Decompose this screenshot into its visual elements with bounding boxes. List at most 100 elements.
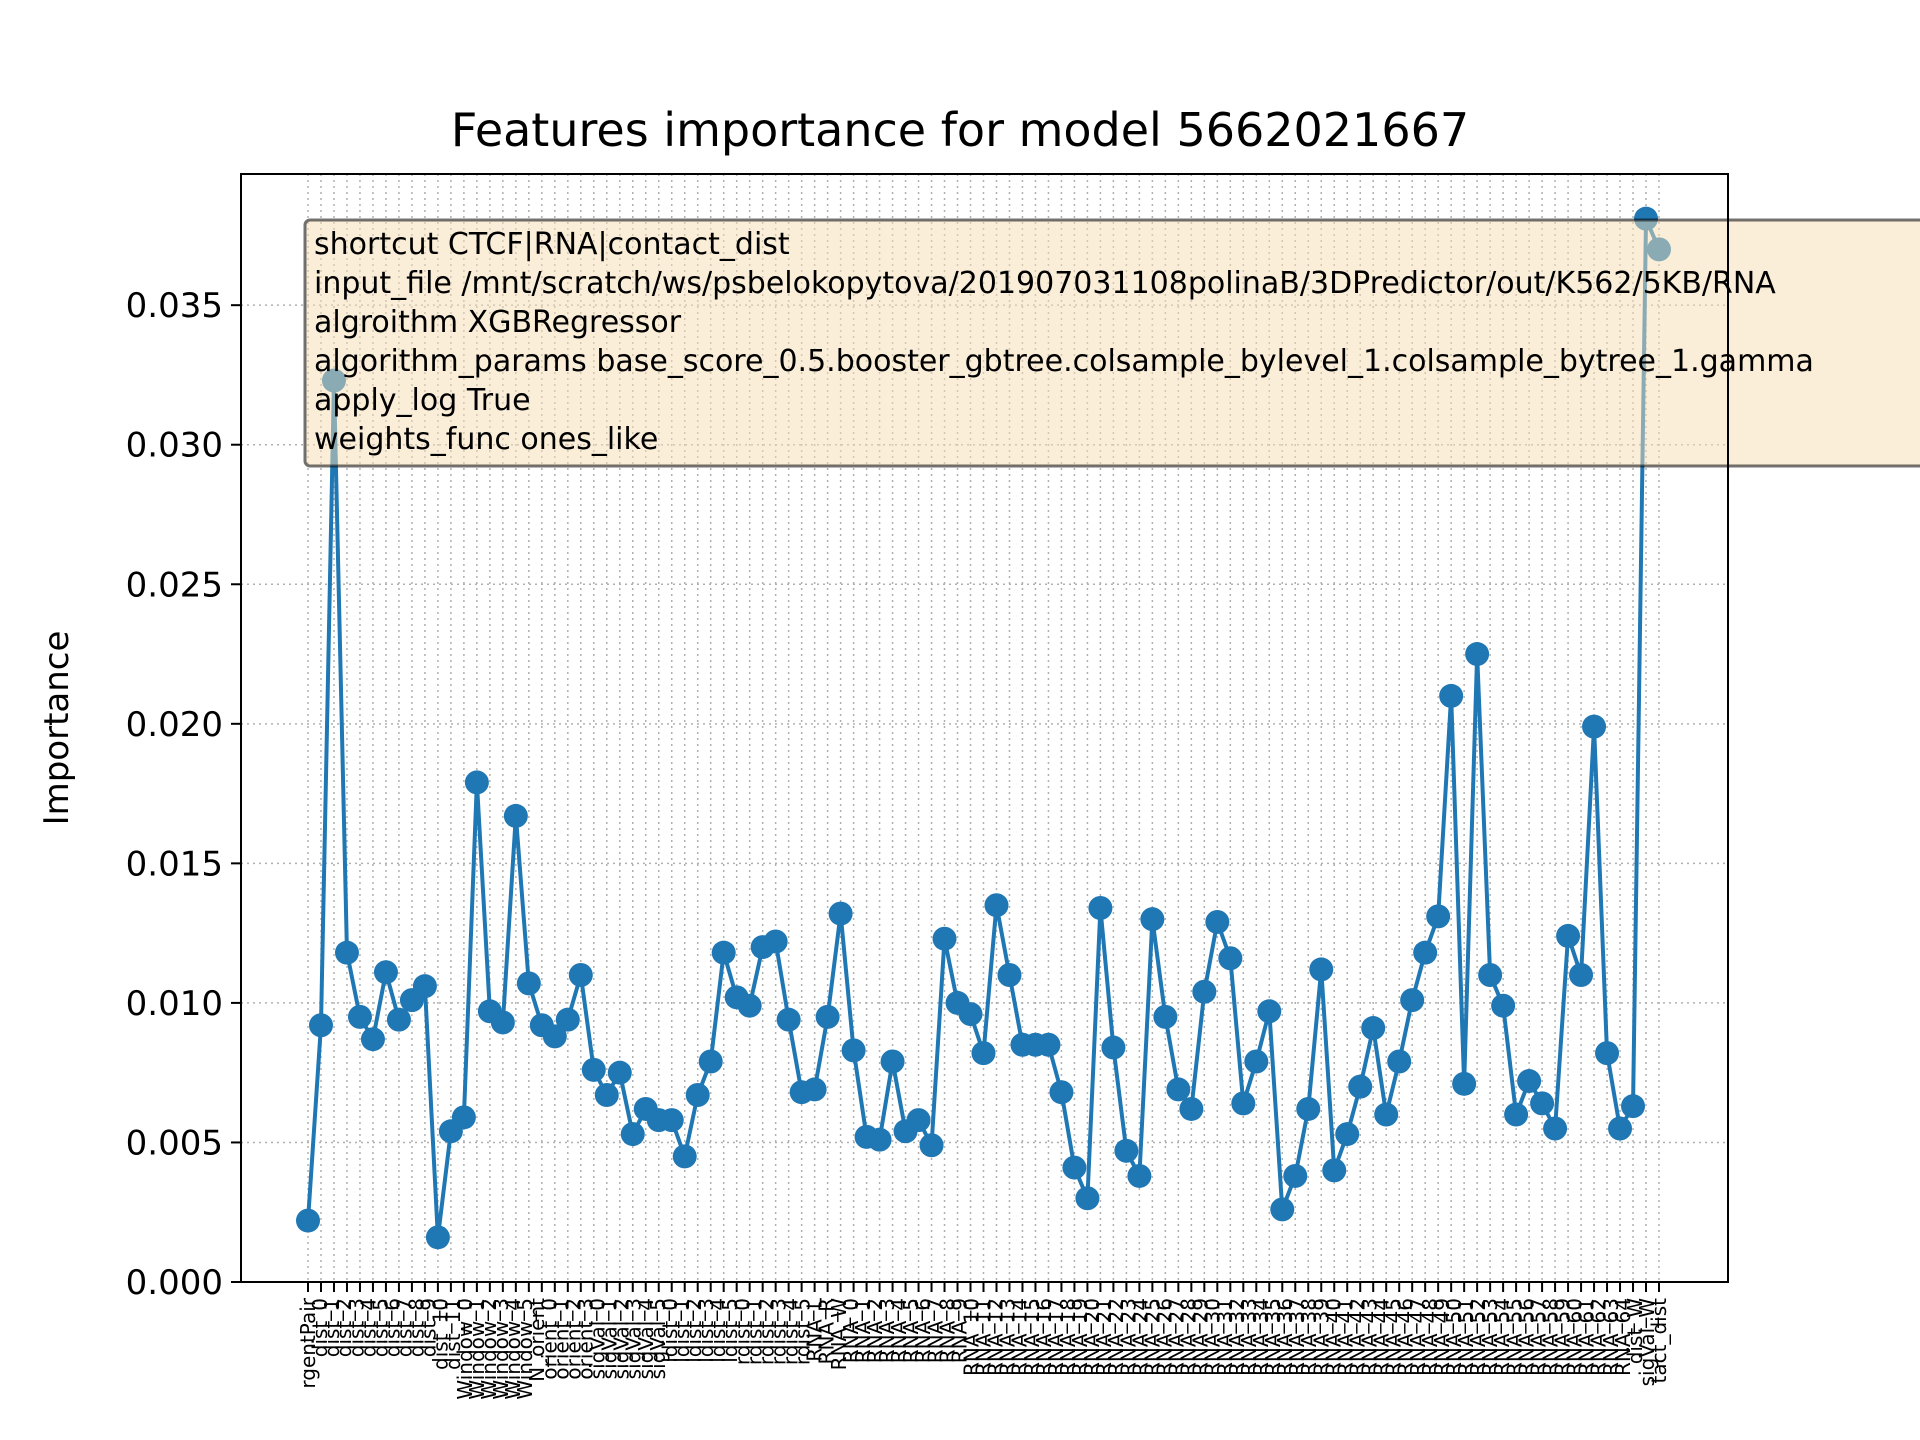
x-tick-label: dist_4: [356, 1298, 380, 1357]
x-tick-label: RNA_37: [1285, 1298, 1309, 1376]
data-point: [737, 993, 762, 1018]
x-tick-label: RNA_39: [1309, 1298, 1333, 1376]
data-point: [620, 1122, 645, 1147]
data-point: [1088, 896, 1113, 921]
x-tick-label: RNA_51: [1454, 1298, 1478, 1376]
data-point: [607, 1060, 632, 1085]
data-point: [841, 1038, 866, 1063]
data-point: [1218, 946, 1243, 971]
data-point: [594, 1083, 619, 1108]
x-tick-label: RNA_54: [1490, 1298, 1514, 1376]
data-point: [919, 1133, 944, 1158]
y-axis: 0.000 0.005 0.010 0.015 0.020 0.025 0.030 0.035: [126, 286, 241, 1303]
data-point: [1257, 999, 1282, 1024]
data-point: [1153, 1004, 1178, 1029]
x-tick-label: orient_0: [537, 1298, 561, 1380]
data-point: [1400, 988, 1425, 1013]
data-point: [581, 1057, 606, 1082]
series-importance: [296, 206, 1671, 1250]
data-point: [425, 1225, 450, 1250]
data-point: [1127, 1163, 1152, 1188]
x-tick-label: RNA_2: [863, 1298, 887, 1363]
x-tick-label: RNA_34: [1249, 1298, 1273, 1376]
x-tick-label: RNA_9: [947, 1298, 971, 1363]
x-tick-label: RNA_11: [972, 1298, 996, 1376]
x-tick-label: RNA_17: [1044, 1298, 1068, 1376]
y-tick-label: 0.015: [126, 844, 223, 884]
data-point: [542, 1024, 567, 1049]
data-point: [1283, 1163, 1308, 1188]
x-tick-label: RNA_55: [1502, 1298, 1526, 1376]
chart-title: Features importance for model 5662021667: [451, 103, 1469, 157]
x-tick-label: dist_W: [1623, 1298, 1647, 1365]
data-point: [1101, 1035, 1126, 1060]
x-tick-label: rgentPair: [296, 1297, 320, 1388]
data-point: [1530, 1091, 1555, 1116]
data-point: [906, 1108, 931, 1133]
y-tick-label: 0.010: [126, 984, 223, 1024]
data-point: [698, 1049, 723, 1074]
data-point: [1543, 1116, 1568, 1141]
data-point: [1452, 1071, 1477, 1096]
y-tick-label: 0.005: [126, 1123, 223, 1163]
annotation-line: apply_log True: [314, 383, 531, 418]
data-point: [464, 770, 489, 795]
data-point: [1335, 1122, 1360, 1147]
x-tick-label: rdist_2: [754, 1298, 778, 1365]
x-tick-label: sigVal_2: [610, 1298, 634, 1379]
data-point: [373, 960, 398, 985]
x-tick-label: dist_8: [405, 1298, 429, 1357]
data-point: [412, 974, 437, 999]
x-tick-label: RNA_27: [1165, 1298, 1189, 1376]
x-tick-label: sigVal_3: [622, 1298, 646, 1379]
x-tick-label: RNA_63: [1599, 1298, 1623, 1376]
x-tick-label: RNA_62: [1587, 1298, 1611, 1376]
x-tick-label: RNA_47: [1406, 1298, 1430, 1376]
x-tick-label: RNA_59: [1551, 1298, 1575, 1376]
data-point: [1348, 1074, 1373, 1099]
annotation-line: algorithm_params base_score_0.5.booster_…: [314, 344, 1814, 379]
data-point: [1413, 940, 1438, 965]
x-tick-label: RNA_58: [1538, 1298, 1562, 1376]
data-point: [334, 940, 359, 965]
data-point: [1192, 979, 1217, 1004]
data-point: [1322, 1158, 1347, 1183]
x-tick-label: dist_3: [344, 1298, 368, 1357]
x-tick-label: Window_2: [477, 1298, 501, 1400]
data-point: [516, 971, 541, 996]
x-tick-label: dist_11: [441, 1298, 465, 1370]
x-tick-label: RNA_45: [1382, 1298, 1406, 1376]
data-point: [568, 962, 593, 987]
data-point: [1244, 1049, 1269, 1074]
data-point: [802, 1077, 827, 1102]
data-point: [503, 803, 528, 828]
annotation-line: weights_func ones_like: [314, 422, 658, 457]
x-tick-label: RNA_3: [875, 1298, 899, 1363]
x-tick-label: RNA_48: [1418, 1298, 1442, 1376]
data-point: [451, 1105, 476, 1130]
x-tick-label: RNA_33: [1237, 1298, 1261, 1376]
x-tick-label: RNA_40: [1321, 1298, 1345, 1376]
data-point: [1608, 1116, 1633, 1141]
y-tick-label: 0.020: [126, 705, 223, 745]
x-tick-label: RNA_32: [1225, 1298, 1249, 1376]
x-tick-label: Window_4: [501, 1298, 525, 1400]
x-tick-label: RNA_56: [1514, 1298, 1538, 1376]
x-tick-label: RNA_25: [1140, 1298, 1164, 1376]
x-tick-label: RNA_30: [1201, 1298, 1225, 1376]
annotation-line: input_file /mnt/scratch/ws/psbelokopytov…: [314, 266, 1776, 301]
x-tick-label: dist_2: [332, 1298, 356, 1357]
data-point: [1517, 1069, 1542, 1094]
data-point: [1075, 1186, 1100, 1211]
x-tick-label: Window_1: [465, 1298, 489, 1400]
y-tick-label: 0.025: [126, 565, 223, 605]
x-tick-label: RNA_42: [1345, 1298, 1369, 1376]
x-tick-label: RNA_20: [1080, 1298, 1104, 1376]
x-tick-label: RNA_57: [1526, 1298, 1550, 1376]
x-tick-label: sigVal_1: [598, 1298, 622, 1379]
annotation-frame: [303, 218, 1920, 468]
x-tick-label: rdist_4: [779, 1298, 803, 1365]
x-tick-label: dist_1: [320, 1298, 344, 1357]
x-tick-label: sigVal_0: [586, 1298, 610, 1379]
x-tick-label: RNA_8: [935, 1298, 959, 1363]
